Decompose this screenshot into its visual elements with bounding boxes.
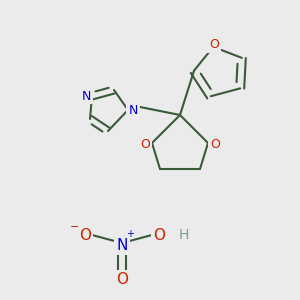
Text: O: O	[116, 272, 128, 287]
Text: H: H	[179, 228, 189, 242]
Text: N: N	[128, 103, 138, 116]
Text: O: O	[209, 38, 219, 51]
Text: O: O	[140, 139, 150, 152]
Text: O: O	[210, 139, 220, 152]
Text: N: N	[116, 238, 128, 253]
Text: O: O	[153, 227, 165, 242]
Text: N: N	[81, 89, 91, 103]
Text: +: +	[126, 229, 134, 239]
Text: O: O	[79, 227, 91, 242]
Text: −: −	[70, 222, 80, 232]
